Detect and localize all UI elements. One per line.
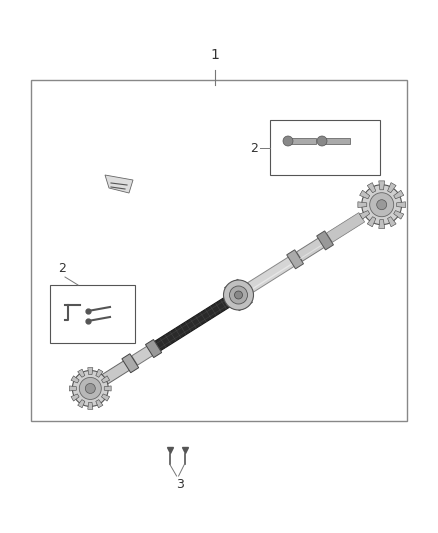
Polygon shape [317,231,333,250]
Polygon shape [132,344,156,365]
Polygon shape [388,183,396,193]
Polygon shape [379,181,385,190]
Polygon shape [225,279,241,293]
Bar [50,285,135,343]
Polygon shape [155,297,231,351]
Polygon shape [78,400,85,408]
Polygon shape [247,255,298,292]
Polygon shape [358,202,367,208]
Polygon shape [236,297,252,311]
Polygon shape [70,386,76,391]
Circle shape [79,377,101,399]
Bar [322,138,350,144]
Polygon shape [360,211,370,219]
Polygon shape [145,340,162,358]
Polygon shape [96,400,103,408]
Circle shape [85,383,95,393]
Polygon shape [326,213,365,243]
Polygon shape [104,386,111,391]
Circle shape [223,280,254,310]
Circle shape [370,193,394,217]
Circle shape [362,185,402,225]
Polygon shape [394,190,404,199]
Circle shape [72,370,108,407]
Polygon shape [379,220,385,229]
Polygon shape [297,236,328,261]
Polygon shape [78,369,85,377]
Text: 1: 1 [210,48,219,62]
Circle shape [317,136,327,146]
Polygon shape [237,282,253,300]
Polygon shape [71,394,79,401]
Polygon shape [122,354,139,373]
Polygon shape [88,368,93,375]
Polygon shape [360,190,370,199]
Text: 2: 2 [58,262,66,275]
Circle shape [283,136,293,146]
Polygon shape [396,202,406,208]
Polygon shape [102,376,110,383]
Polygon shape [367,217,376,227]
Bar [288,138,316,144]
Polygon shape [287,250,304,269]
Polygon shape [367,183,376,193]
Circle shape [230,286,247,304]
Polygon shape [96,369,103,377]
Text: 3: 3 [176,478,184,491]
Bar [31,80,407,421]
Polygon shape [224,290,240,308]
Polygon shape [394,211,404,219]
Polygon shape [105,175,133,193]
Bar [270,120,380,175]
Polygon shape [102,394,110,401]
Polygon shape [88,402,93,409]
Text: 2: 2 [250,141,258,155]
Polygon shape [388,217,396,227]
Circle shape [234,291,243,299]
Circle shape [377,200,387,209]
Polygon shape [94,359,133,389]
Polygon shape [71,376,79,383]
